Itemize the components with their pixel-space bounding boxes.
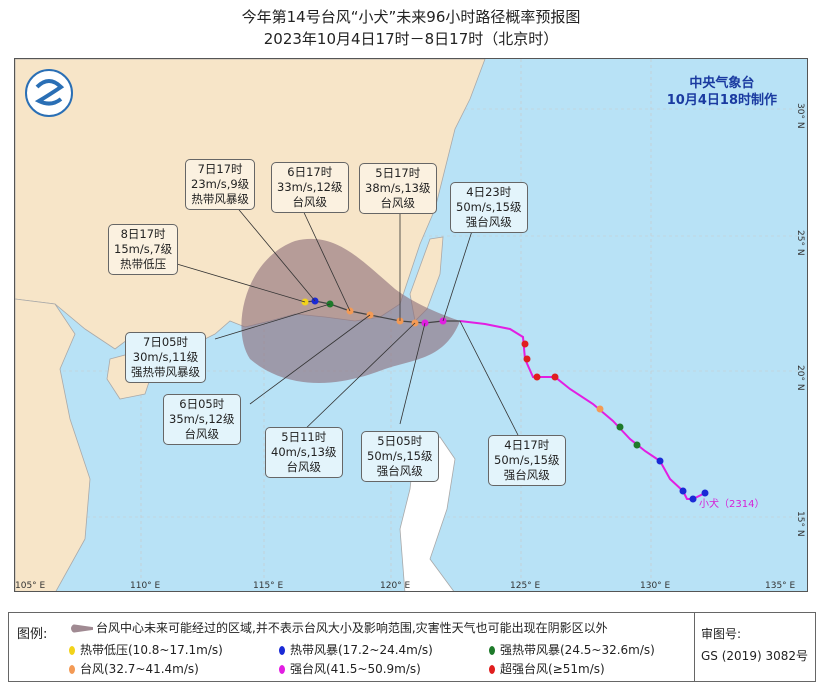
legend: 图例: 台风中心未来可能经过的区域,并不表示台风大小及影响范围,灾害性天气也可能… xyxy=(8,612,816,682)
lon-tick: 125° E xyxy=(510,581,541,591)
forecast-label-5d17: 5日17时 38m/s,13级 台风级 xyxy=(359,163,437,214)
label-wind: 40m/s,13级 xyxy=(271,445,337,459)
label-wind: 50m/s,15级 xyxy=(494,453,560,467)
label-time: 4日17时 xyxy=(504,438,550,452)
map-graphics xyxy=(15,59,807,591)
legend-item-ts: 热带风暴(17.2~24.4m/s) xyxy=(279,641,433,658)
cone-icon xyxy=(71,624,93,633)
forecast-label-4d23: 4日23时 50m/s,15级 强台风级 xyxy=(450,182,528,233)
legend-title: 图例: xyxy=(17,627,48,642)
label-time: 5日05时 xyxy=(377,434,423,448)
dot-icon xyxy=(69,646,75,655)
label-time: 6日05时 xyxy=(179,397,225,411)
label-time: 7日05时 xyxy=(143,335,188,349)
forecast-label-5d11: 5日11时 40m/s,13级 台风级 xyxy=(265,427,343,478)
forecast-label-8d17: 8日17时 15m/s,7级 热带低压 xyxy=(108,224,179,275)
legend-label: 强台风(41.5~50.9m/s) xyxy=(290,662,421,676)
legend-label: 台风(32.7~41.4m/s) xyxy=(80,662,199,676)
legend-label: 热带低压(10.8~17.1m/s) xyxy=(80,643,223,657)
dot-icon xyxy=(489,665,495,674)
legend-item-sts: 强热带风暴(24.5~32.6m/s) xyxy=(489,641,655,658)
legend-label: 超强台风(≥51m/s) xyxy=(500,662,605,676)
label-grade: 强台风级 xyxy=(465,215,512,229)
label-wind: 38m/s,13级 xyxy=(365,181,431,195)
lat-tick: 30° N xyxy=(795,103,805,129)
legend-item-sty: 强台风(41.5~50.9m/s) xyxy=(279,660,421,677)
agency-stamp: 中央气象台 10月4日18时制作 xyxy=(667,75,777,109)
forecast-label-7d05: 7日05时 30m/s,11级 强热带风暴级 xyxy=(125,332,206,383)
dot-icon xyxy=(279,665,285,674)
label-wind: 30m/s,11级 xyxy=(132,350,199,364)
cone-description: 台风中心未来可能经过的区域,并不表示台风大小及影响范围,灾害性天气也可能出现在阴… xyxy=(96,621,608,635)
forecast-label-6d17: 6日17时 33m/s,12级 台风级 xyxy=(271,162,349,213)
label-time: 6日17时 xyxy=(287,165,333,179)
label-wind: 50m/s,15级 xyxy=(367,449,433,463)
lon-tick: 110° E xyxy=(130,581,161,591)
label-time: 5日17时 xyxy=(375,166,421,180)
forecast-label-5d05: 5日05时 50m/s,15级 强台风级 xyxy=(361,431,439,482)
label-time: 5日11时 xyxy=(281,430,327,444)
cma-logo-icon xyxy=(25,69,73,117)
leader-lines xyxy=(159,198,521,440)
lon-tick: 120° E xyxy=(380,581,411,591)
dot-icon xyxy=(279,646,285,655)
label-time: 4日23时 xyxy=(466,185,512,199)
label-wind: 33m/s,12级 xyxy=(277,180,343,194)
approval-info: 审图号: GS (2019) 3082号 xyxy=(701,623,808,667)
label-grade: 台风级 xyxy=(184,427,220,441)
label-grade: 强台风级 xyxy=(376,464,423,478)
dot-icon xyxy=(489,646,495,655)
approval-number: GS (2019) 3082号 xyxy=(701,649,808,663)
legend-item-ty: 台风(32.7~41.4m/s) xyxy=(69,660,199,677)
label-grade: 热带风暴级 xyxy=(191,192,249,206)
forecast-label-6d05: 6日05时 35m/s,12级 台风级 xyxy=(163,394,241,445)
label-grade: 台风级 xyxy=(380,196,416,210)
lon-tick: 130° E xyxy=(640,581,671,591)
lon-tick: 115° E xyxy=(253,581,284,591)
lat-tick: 15° N xyxy=(795,511,805,537)
legend-item-td: 热带低压(10.8~17.1m/s) xyxy=(69,641,223,658)
legend-item-superty: 超强台风(≥51m/s) xyxy=(489,660,605,677)
typhoon-track-map: 8日17时 15m/s,7级 热带低压 7日17时 23m/s,9级 热带风暴级 6日1… xyxy=(14,58,808,592)
forecast-label-4d17: 4日17时 50m/s,15级 强台风级 xyxy=(488,435,566,486)
agency-name: 中央气象台 xyxy=(689,76,755,91)
lat-tick: 25° N xyxy=(795,230,805,256)
approval-label: 审图号: xyxy=(701,627,742,641)
lon-tick: 135° E xyxy=(765,581,796,591)
label-wind: 35m/s,12级 xyxy=(169,412,235,426)
label-time: 8日17时 xyxy=(120,227,166,241)
typhoon-name-label: 小犬（2314） xyxy=(699,499,765,510)
label-grade: 台风级 xyxy=(286,460,322,474)
label-wind: 15m/s,7级 xyxy=(114,242,173,256)
legend-label: 强热带风暴(24.5~32.6m/s) xyxy=(500,643,655,657)
label-grade: 强热带风暴级 xyxy=(131,365,200,379)
legend-cone: 台风中心未来可能经过的区域,并不表示台风大小及影响范围,灾害性天气也可能出现在阴… xyxy=(71,619,608,636)
indochina xyxy=(15,298,91,591)
lat-tick: 20° N xyxy=(795,365,805,391)
label-wind: 50m/s,15级 xyxy=(456,200,522,214)
issue-time: 10月4日18时制作 xyxy=(666,93,777,108)
legend-label: 热带风暴(17.2~24.4m/s) xyxy=(290,643,433,657)
dot-icon xyxy=(69,665,75,674)
label-grade: 台风级 xyxy=(292,195,328,209)
forecast-label-7d17: 7日17时 23m/s,9级 热带风暴级 xyxy=(185,159,256,210)
label-grade: 热带低压 xyxy=(120,257,167,271)
label-time: 7日17时 xyxy=(197,162,243,176)
lon-tick: 105° E xyxy=(15,581,46,591)
map-title: 今年第14号台风“小犬”未来96小时路径概率预报图 xyxy=(241,8,581,26)
label-grade: 强台风级 xyxy=(503,468,550,482)
map-subtitle: 2023年10月4日17时－8日17时（北京时） xyxy=(263,30,559,48)
label-wind: 23m/s,9级 xyxy=(191,177,250,191)
